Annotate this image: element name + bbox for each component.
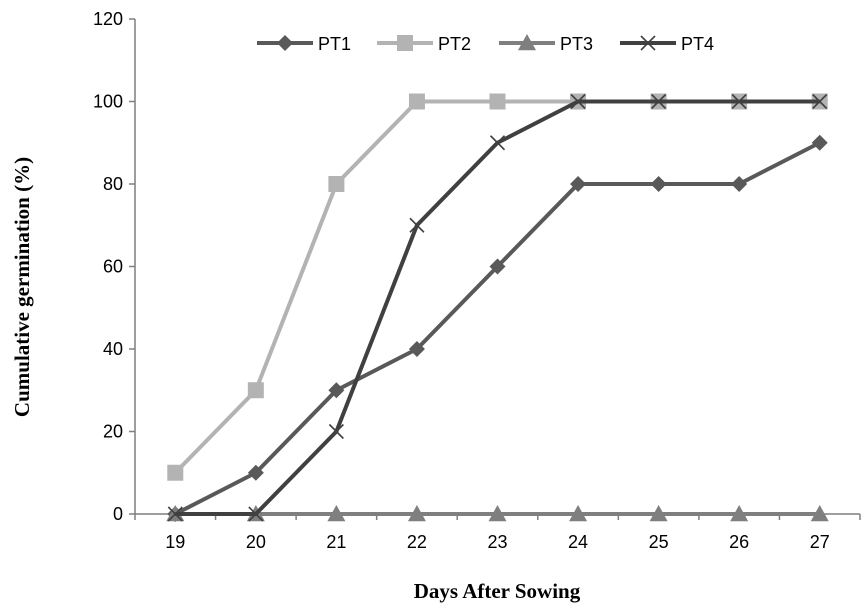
x-tick-label-25: 25 [649,532,669,552]
point-pt1-27 [811,134,828,151]
point-pt4-20-stroke-b [248,506,264,522]
x-tick-label-20: 20 [246,532,266,552]
point-pt4-24 [570,93,586,110]
point-pt4-21-stroke-b [328,423,344,440]
point-pt4-26-stroke-b [731,93,747,110]
point-pt3-22 [407,505,426,522]
legend-item-pt4: PT4 [620,34,714,54]
y-axis-title: Cumulative germination (%) [10,157,34,417]
point-pt4-19-stroke-b [167,506,183,522]
point-pt1-24 [570,176,587,192]
point-pt4-23 [489,135,506,151]
point-pt3-24 [569,505,588,522]
point-pt2-23 [489,93,506,110]
point-pt3-21 [327,505,346,522]
legend-label-pt3: PT3 [560,34,593,54]
series-pt3 [166,505,829,522]
series-line-pt2 [173,99,820,475]
legend-item-pt2: PT2 [377,34,471,54]
y-tick-label-120: 120 [93,9,123,29]
legend-marker-pt1 [277,35,293,51]
point-pt4-23-stroke-b [489,135,506,151]
point-pt4-22-stroke-b [409,217,425,233]
x-tick-label-26: 26 [729,532,749,552]
series-line-pt4 [175,99,820,516]
legend-item-pt1: PT1 [257,34,351,54]
x-tick-label-19: 19 [165,532,185,552]
axes: 0 20 40 60 80 100 120 19 20 21 22 23 24 25 26 27 [93,9,861,552]
series-line-pt1 [174,140,821,516]
point-pt3-25 [649,505,668,522]
series-pt1 [167,134,828,522]
y-tick-label-20: 20 [103,422,123,442]
point-pt1-23 [489,258,506,275]
point-pt3-26 [730,505,749,522]
point-pt1-25 [650,176,667,192]
point-pt1-20 [247,464,264,481]
legend-label-pt4: PT4 [681,34,714,54]
point-pt4-27-stroke-b [812,93,828,110]
legend-marker-pt2 [397,35,413,51]
legend-marker-pt3 [518,34,536,51]
legend-label-pt2: PT2 [438,34,471,54]
point-pt4-22 [409,217,425,233]
x-tick-label-23: 23 [487,532,507,552]
y-tick-label-0: 0 [113,504,123,524]
point-pt4-21 [328,423,344,440]
legend-label-pt1: PT1 [318,34,351,54]
x-axis-title: Days After Sowing [414,579,581,603]
x-tick-label-27: 27 [810,532,830,552]
point-pt2-20 [247,382,264,399]
point-pt1-21 [328,382,345,399]
y-tick-label-80: 80 [103,174,123,194]
legend-marker-pt4 [640,35,656,51]
point-pt2-22 [408,93,425,110]
point-pt2-19 [167,464,184,481]
point-pt4-25-stroke-b [651,93,667,110]
legend-marker-pt4-stroke-b [640,35,656,51]
point-pt4-26 [731,93,747,110]
point-pt4-20 [248,506,264,522]
point-pt1-22 [408,341,425,357]
point-pt3-23 [488,505,507,522]
point-pt4-19 [167,506,183,522]
y-tick-label-40: 40 [103,339,123,359]
series-layer [166,93,829,522]
x-tick-label-24: 24 [568,532,588,552]
series-pt2 [167,93,828,481]
point-pt2-21 [328,176,345,192]
y-tick-label-100: 100 [93,92,123,112]
y-tick-label-60: 60 [103,257,123,277]
point-pt4-25 [651,93,667,110]
legend: PT1 PT2 PT3 PT4 [257,34,714,54]
point-pt4-27 [812,93,828,110]
series-pt4 [167,93,828,522]
legend-item-pt3: PT3 [499,34,593,54]
x-tick-label-21: 21 [326,532,346,552]
x-tick-label-22: 22 [407,532,427,552]
point-pt4-24-stroke-b [570,93,586,110]
point-pt3-27 [810,505,829,522]
point-pt1-26 [731,176,748,192]
